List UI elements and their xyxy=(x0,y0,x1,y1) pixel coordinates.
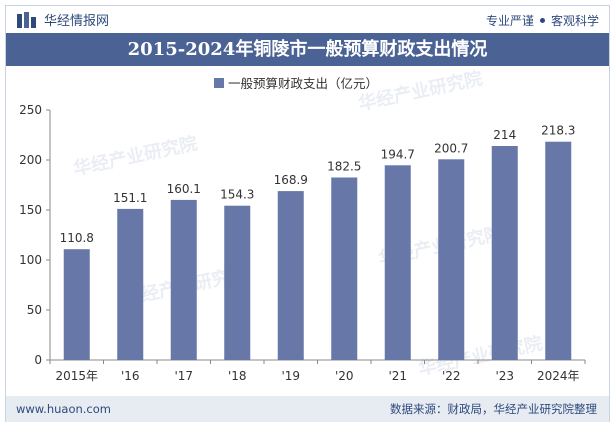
slogan: 专业严谨 客观科学 xyxy=(486,12,599,29)
brand-name: 华经情报网 xyxy=(44,14,110,29)
bar xyxy=(170,199,197,360)
bar xyxy=(384,165,411,360)
data-label: 168.9 xyxy=(274,173,308,187)
data-label: 110.8 xyxy=(60,231,94,245)
legend-label: 一般预算财政支出（亿元） xyxy=(228,76,378,91)
bar xyxy=(277,191,304,360)
data-source: 数据来源：财政局，华经产业研究院整理 xyxy=(390,402,597,416)
x-tick-label: '18 xyxy=(228,369,247,383)
y-tick-label: 100 xyxy=(19,253,42,267)
watermark-2: 华经产业研究院 xyxy=(71,132,199,180)
data-label: 214 xyxy=(493,128,516,142)
bar xyxy=(331,177,358,360)
legend: 一般预算财政支出（亿元） xyxy=(214,76,378,91)
brand: 华经情报网 xyxy=(16,10,109,29)
slogan-right: 客观科学 xyxy=(550,14,599,28)
y-tick-label: 200 xyxy=(19,153,42,167)
data-label: 200.7 xyxy=(434,141,468,155)
x-tick-label: '20 xyxy=(335,369,354,383)
x-tick-label: '21 xyxy=(388,369,407,383)
legend-swatch xyxy=(214,78,224,88)
x-tick-label: 2024年 xyxy=(537,369,580,383)
y-tick-label: 0 xyxy=(34,353,42,367)
x-tick-label: '17 xyxy=(174,369,193,383)
y-tick-label: 250 xyxy=(19,103,42,117)
bar xyxy=(117,208,144,360)
watermark-1: 华经产业研究院 xyxy=(356,67,484,115)
data-label: 151.1 xyxy=(113,191,147,205)
data-label: 218.3 xyxy=(541,124,575,138)
footer-url[interactable]: www.huaon.com xyxy=(16,402,111,416)
logo-icon xyxy=(17,11,36,28)
watermark-5: 华经产业研究院 xyxy=(416,332,544,380)
y-axis: 0 50 100 150 200 250 xyxy=(19,103,51,367)
x-axis: 2015年 '16 '17 '18 '19 '20 '21 '22 '23 2024年 xyxy=(49,359,586,383)
data-label: 154.3 xyxy=(220,188,254,202)
bullet-dot-icon xyxy=(539,18,545,23)
x-tick-label: '23 xyxy=(495,369,514,383)
slogan-left: 专业严谨 xyxy=(485,14,534,28)
data-labels: 110.8 151.1 160.1 154.3 168.9 182.5 194.7 200.7… xyxy=(60,124,576,246)
footer: www.huaon.com 数据来源：财政局，华经产业研究院整理 xyxy=(6,396,609,422)
x-tick-label: '22 xyxy=(442,369,461,383)
bar xyxy=(491,146,518,360)
chart-title: 2015-2024年铜陵市一般预算财政支出情况 xyxy=(6,33,609,66)
bar xyxy=(545,141,572,360)
bar xyxy=(438,159,465,360)
x-tick-label: 2015年 xyxy=(55,369,98,383)
data-label: 182.5 xyxy=(327,160,361,174)
bar xyxy=(63,249,90,360)
data-label: 160.1 xyxy=(167,182,201,196)
y-tick-label: 150 xyxy=(19,203,42,217)
bar xyxy=(224,205,251,360)
x-tick-label: '16 xyxy=(121,369,140,383)
top-bar: 华经情报网 专业严谨 客观科学 xyxy=(6,6,609,32)
x-tick-label: '19 xyxy=(281,369,300,383)
bars xyxy=(63,141,572,360)
data-label: 194.7 xyxy=(381,147,415,161)
y-tick-label: 50 xyxy=(27,303,42,317)
